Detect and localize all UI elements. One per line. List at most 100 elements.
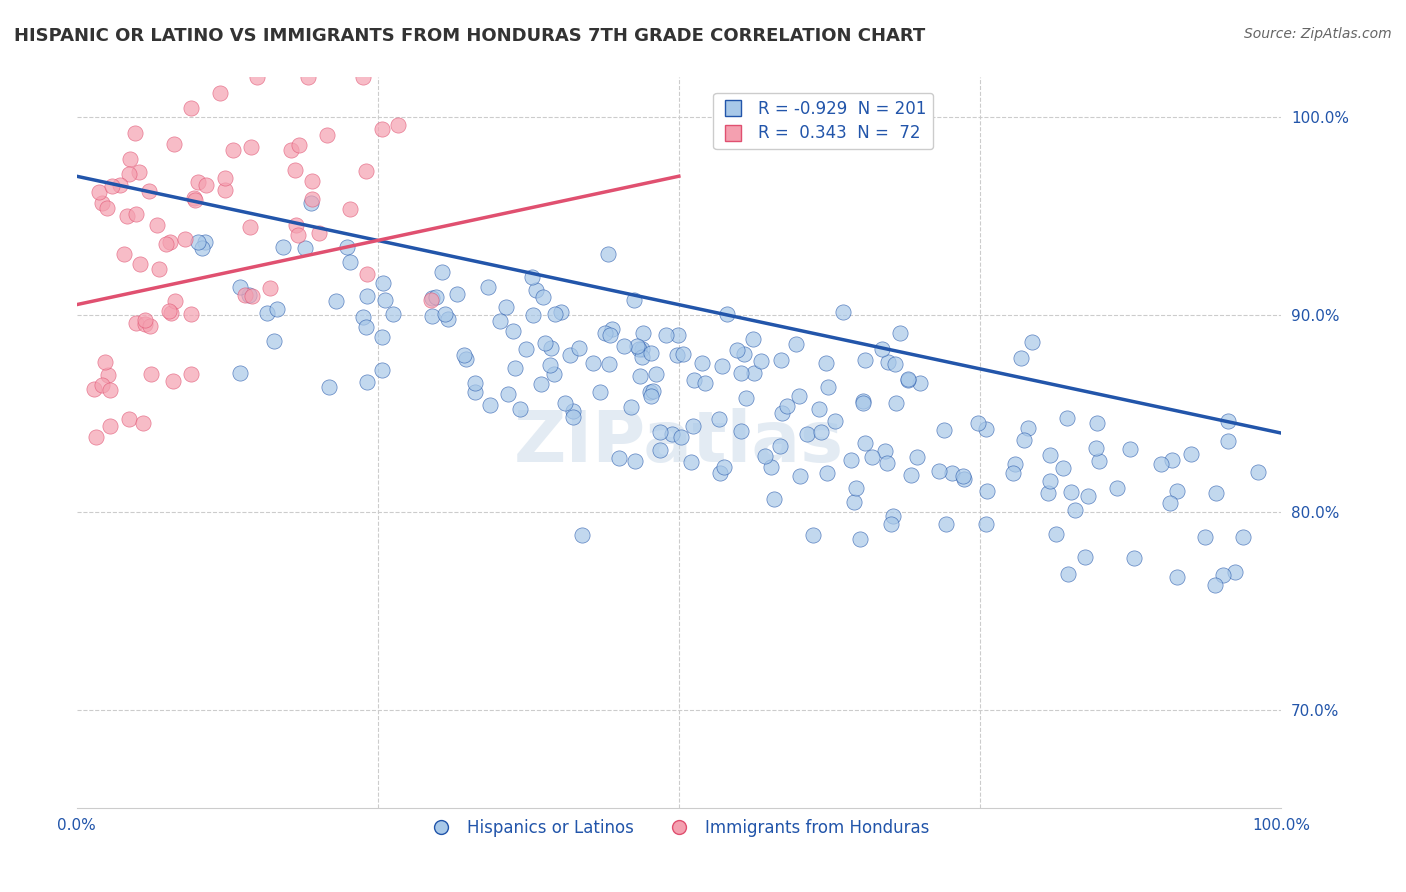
Point: [666, 327, 689, 342]
Legend: Hispanics or Latinos, Immigrants from Honduras: Hispanics or Latinos, Immigrants from Ho…: [422, 813, 936, 844]
Point: [146, 219, 169, 233]
Point: [1039, 448, 1062, 462]
Point: [1161, 453, 1184, 467]
Point: [124, 126, 146, 140]
Point: [796, 427, 818, 442]
Point: [502, 325, 524, 339]
Point: [801, 528, 824, 542]
Point: [620, 400, 643, 414]
Point: [339, 202, 361, 216]
Point: [655, 328, 678, 343]
Point: [477, 280, 499, 294]
Point: [238, 288, 260, 302]
Point: [297, 70, 319, 85]
Point: [624, 453, 647, 467]
Point: [222, 143, 245, 157]
Point: [187, 175, 209, 189]
Point: [498, 387, 520, 401]
Point: [776, 399, 799, 413]
Point: [550, 305, 572, 319]
Point: [294, 241, 316, 255]
Point: [690, 356, 713, 370]
Point: [815, 466, 838, 480]
Point: [842, 495, 865, 509]
Point: [174, 232, 197, 246]
Point: [640, 389, 662, 403]
Point: [1085, 441, 1108, 455]
Point: [124, 316, 146, 330]
Point: [910, 376, 932, 391]
Point: [339, 255, 361, 269]
Point: [648, 443, 671, 458]
Point: [848, 533, 870, 547]
Point: [117, 209, 139, 223]
Point: [562, 410, 585, 425]
Point: [952, 469, 974, 483]
Point: [90, 196, 112, 211]
Point: [716, 307, 738, 321]
Point: [371, 363, 394, 377]
Point: [897, 373, 920, 387]
Point: [91, 378, 114, 392]
Point: [524, 283, 547, 297]
Point: [682, 373, 704, 387]
Point: [509, 402, 531, 417]
Point: [148, 261, 170, 276]
Point: [288, 138, 311, 153]
Point: [976, 483, 998, 498]
Text: ZIPatlas: ZIPatlas: [513, 409, 844, 477]
Point: [1166, 484, 1188, 499]
Point: [187, 235, 209, 249]
Point: [852, 396, 875, 410]
Point: [877, 355, 900, 369]
Point: [98, 384, 121, 398]
Point: [1107, 481, 1129, 495]
Point: [284, 218, 307, 232]
Point: [571, 528, 593, 542]
Point: [280, 143, 302, 157]
Point: [810, 425, 832, 440]
Point: [352, 70, 374, 85]
Point: [725, 343, 748, 357]
Point: [1204, 578, 1226, 592]
Point: [163, 293, 186, 308]
Point: [853, 352, 876, 367]
Point: [762, 492, 785, 507]
Point: [120, 153, 142, 167]
Point: [882, 508, 904, 523]
Point: [730, 424, 752, 438]
Point: [1039, 475, 1062, 489]
Point: [1232, 530, 1254, 544]
Point: [1063, 503, 1085, 517]
Point: [1119, 442, 1142, 456]
Point: [638, 385, 661, 400]
Point: [839, 453, 862, 467]
Point: [180, 368, 202, 382]
Point: [464, 376, 486, 391]
Point: [875, 443, 897, 458]
Point: [354, 320, 377, 334]
Point: [900, 467, 922, 482]
Point: [464, 385, 486, 400]
Point: [356, 163, 378, 178]
Point: [631, 342, 654, 356]
Point: [129, 257, 152, 271]
Point: [628, 342, 651, 356]
Point: [709, 466, 731, 480]
Point: [1180, 447, 1202, 461]
Point: [336, 239, 359, 253]
Point: [1012, 434, 1035, 448]
Point: [543, 367, 565, 381]
Point: [807, 401, 830, 416]
Point: [371, 330, 394, 344]
Point: [488, 314, 510, 328]
Point: [214, 183, 236, 197]
Point: [155, 236, 177, 251]
Point: [876, 456, 898, 470]
Point: [308, 226, 330, 240]
Point: [382, 307, 405, 321]
Point: [454, 351, 477, 366]
Text: Source: ZipAtlas.com: Source: ZipAtlas.com: [1244, 27, 1392, 41]
Point: [707, 412, 730, 426]
Point: [436, 311, 458, 326]
